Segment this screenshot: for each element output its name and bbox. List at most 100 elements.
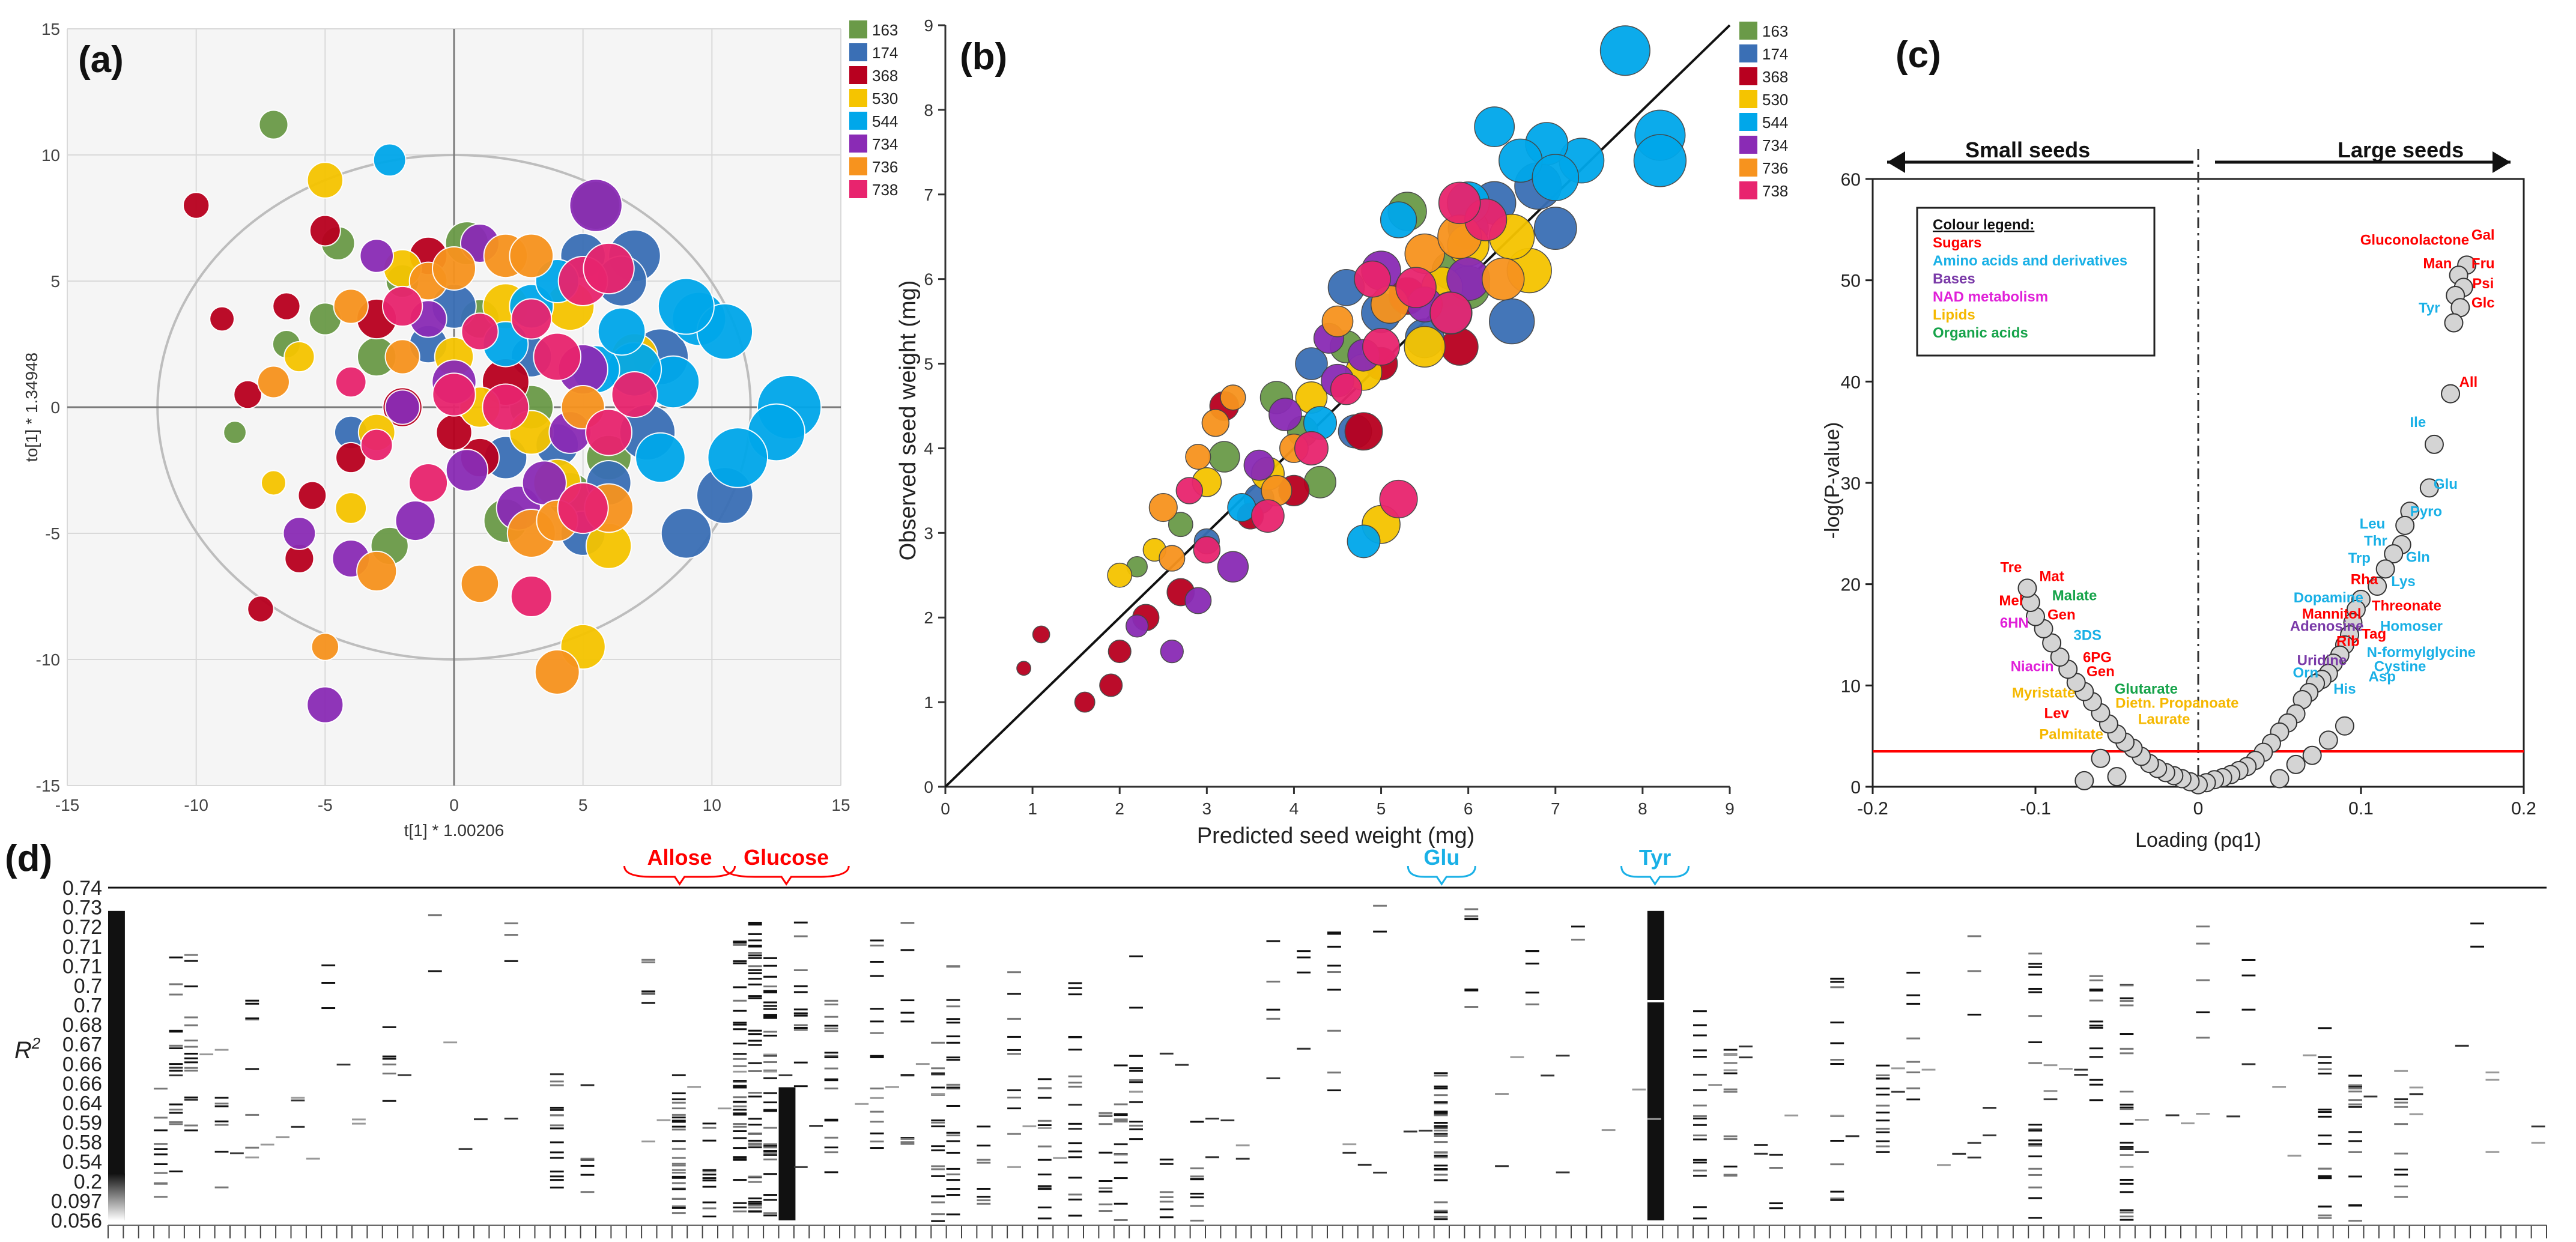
heatmap-cell xyxy=(733,999,747,1002)
heatmap-cell xyxy=(870,944,884,947)
heatmap-cell xyxy=(1327,965,1341,967)
colour-legend-box: Colour legend: Sugars Amino acids and der… xyxy=(1916,207,2156,357)
heatmap-cell xyxy=(184,1096,198,1098)
panel-a-point-368 xyxy=(247,595,274,623)
heatmap-cell xyxy=(702,1171,717,1173)
highlight-label-allose: Allose xyxy=(647,845,712,870)
panel-b-point-368 xyxy=(1074,691,1096,713)
heatmap-cell xyxy=(671,1165,686,1167)
panel-b-point-738 xyxy=(1429,291,1472,335)
heatmap-cell xyxy=(2318,1062,2332,1064)
heatmap-cell xyxy=(1037,1186,1052,1189)
heatmap-cell xyxy=(321,1007,336,1010)
heatmap-cell xyxy=(1114,1064,1128,1067)
heatmap-cell xyxy=(1434,1085,1448,1088)
heatmap-cell xyxy=(1495,1165,1509,1168)
heatmap-cell xyxy=(169,1108,183,1110)
metabolite-label: His xyxy=(2333,681,2356,697)
heatmap-cell xyxy=(1114,1177,1128,1180)
heatmap-cell xyxy=(763,1143,777,1145)
heatmap-cell xyxy=(1891,1091,1905,1093)
panel-b-label: (b) xyxy=(960,36,1007,77)
heatmap-cell xyxy=(702,1179,717,1181)
heatmap-cell xyxy=(1830,1163,1844,1166)
heatmap-cell xyxy=(763,1005,777,1007)
heatmap-cell xyxy=(824,1171,838,1174)
metabolite-label: Palmitate xyxy=(2039,727,2103,743)
heatmap-cell xyxy=(763,1147,777,1149)
panel-b-x-tick-label: 1 xyxy=(1028,799,1037,818)
panel-c-metabolite-point xyxy=(2091,748,2111,768)
heatmap-cell xyxy=(214,1097,229,1099)
panel-a-x-axis-title: t[1] * 1.00206 xyxy=(404,821,505,840)
heatmap-cell xyxy=(1373,1171,1387,1174)
heatmap-cell xyxy=(1327,932,1341,934)
heatmap-cell xyxy=(900,1074,915,1076)
heatmap-cell xyxy=(931,1067,945,1070)
heatmap-cell xyxy=(2531,1125,2545,1128)
heatmap-cell xyxy=(2318,1073,2332,1075)
legend-label-544: 544 xyxy=(1762,114,1788,132)
panel-b-x-tick-label: 9 xyxy=(1725,799,1735,818)
heatmap-cell xyxy=(1906,994,1921,996)
heatmap-cell xyxy=(2531,1142,2545,1144)
heatmap-cell xyxy=(2196,942,2210,945)
heatmap-cell xyxy=(733,1179,747,1181)
heatmap-cell xyxy=(245,1019,259,1021)
heatmap-cell xyxy=(763,1055,777,1057)
heatmap-cell xyxy=(763,1031,777,1033)
heatmap-cell xyxy=(1129,955,1143,957)
heatmap-cell xyxy=(1434,1129,1448,1131)
panel-b-point-738 xyxy=(1438,181,1481,225)
panel-b-point-738 xyxy=(1395,267,1437,309)
heatmap-cell xyxy=(428,970,442,972)
panel-b-point-368 xyxy=(1099,673,1123,697)
heatmap-cell xyxy=(763,1069,777,1071)
heatmap-cell xyxy=(1723,1069,1738,1071)
heatmap-cell xyxy=(1114,1153,1128,1156)
heatmap-cell xyxy=(1099,1210,1113,1213)
heatmap-cell xyxy=(550,1073,564,1076)
panel-b-points xyxy=(1016,25,1687,713)
heatmap-cell xyxy=(1693,1104,1707,1107)
heatmap-cell xyxy=(671,1121,686,1123)
heatmap-cell xyxy=(748,1040,762,1042)
panel-b-axes xyxy=(938,24,1731,794)
heatmap-cell xyxy=(2043,1064,2058,1067)
heatmap-cell xyxy=(870,1121,884,1123)
panel-c-metabolite-point xyxy=(2042,633,2062,653)
heatmap-cell xyxy=(1830,1063,1844,1065)
heatmap-cell xyxy=(2089,989,2103,992)
heatmap-cell xyxy=(748,1146,762,1148)
highlight-label-glucose: Glucose xyxy=(744,845,829,870)
heatmap-cell xyxy=(1099,1123,1113,1125)
heatmap-cell xyxy=(1464,918,1479,920)
heatmap-cell xyxy=(2272,1086,2287,1088)
heatmap-cell xyxy=(748,965,762,968)
heatmap-cell xyxy=(733,1100,747,1103)
heatmap-cell xyxy=(2348,1106,2362,1108)
heatmap-cell xyxy=(748,972,762,975)
heatmap-cell xyxy=(1906,1071,1921,1074)
metabolite-label: Rha xyxy=(2351,572,2378,588)
metabolite-label: Mel xyxy=(1999,593,2023,609)
heatmap-cell xyxy=(900,1137,915,1140)
heatmap-cell xyxy=(382,1063,396,1065)
heatmap-cell xyxy=(1053,1157,1067,1159)
heatmap-cell xyxy=(733,1065,747,1067)
panel-a-point-736 xyxy=(333,288,369,324)
heatmap-cell xyxy=(1007,1089,1021,1091)
heatmap-cell xyxy=(946,1173,960,1175)
heatmap-cell xyxy=(733,1080,747,1082)
heatmap-cell xyxy=(1357,1163,1372,1166)
colour-legend-frame xyxy=(1916,207,2156,357)
heatmap-column-solid xyxy=(108,910,125,1220)
heatmap-cell xyxy=(748,1095,762,1098)
heatmap-cell xyxy=(946,1086,960,1089)
heatmap-cell xyxy=(671,1157,686,1159)
heatmap-cell xyxy=(763,990,777,992)
heatmap-cell xyxy=(2318,1142,2332,1145)
heatmap-cell xyxy=(763,1150,777,1153)
panel-c-metabolite-point xyxy=(2302,745,2322,765)
heatmap-cell xyxy=(2028,1124,2043,1126)
